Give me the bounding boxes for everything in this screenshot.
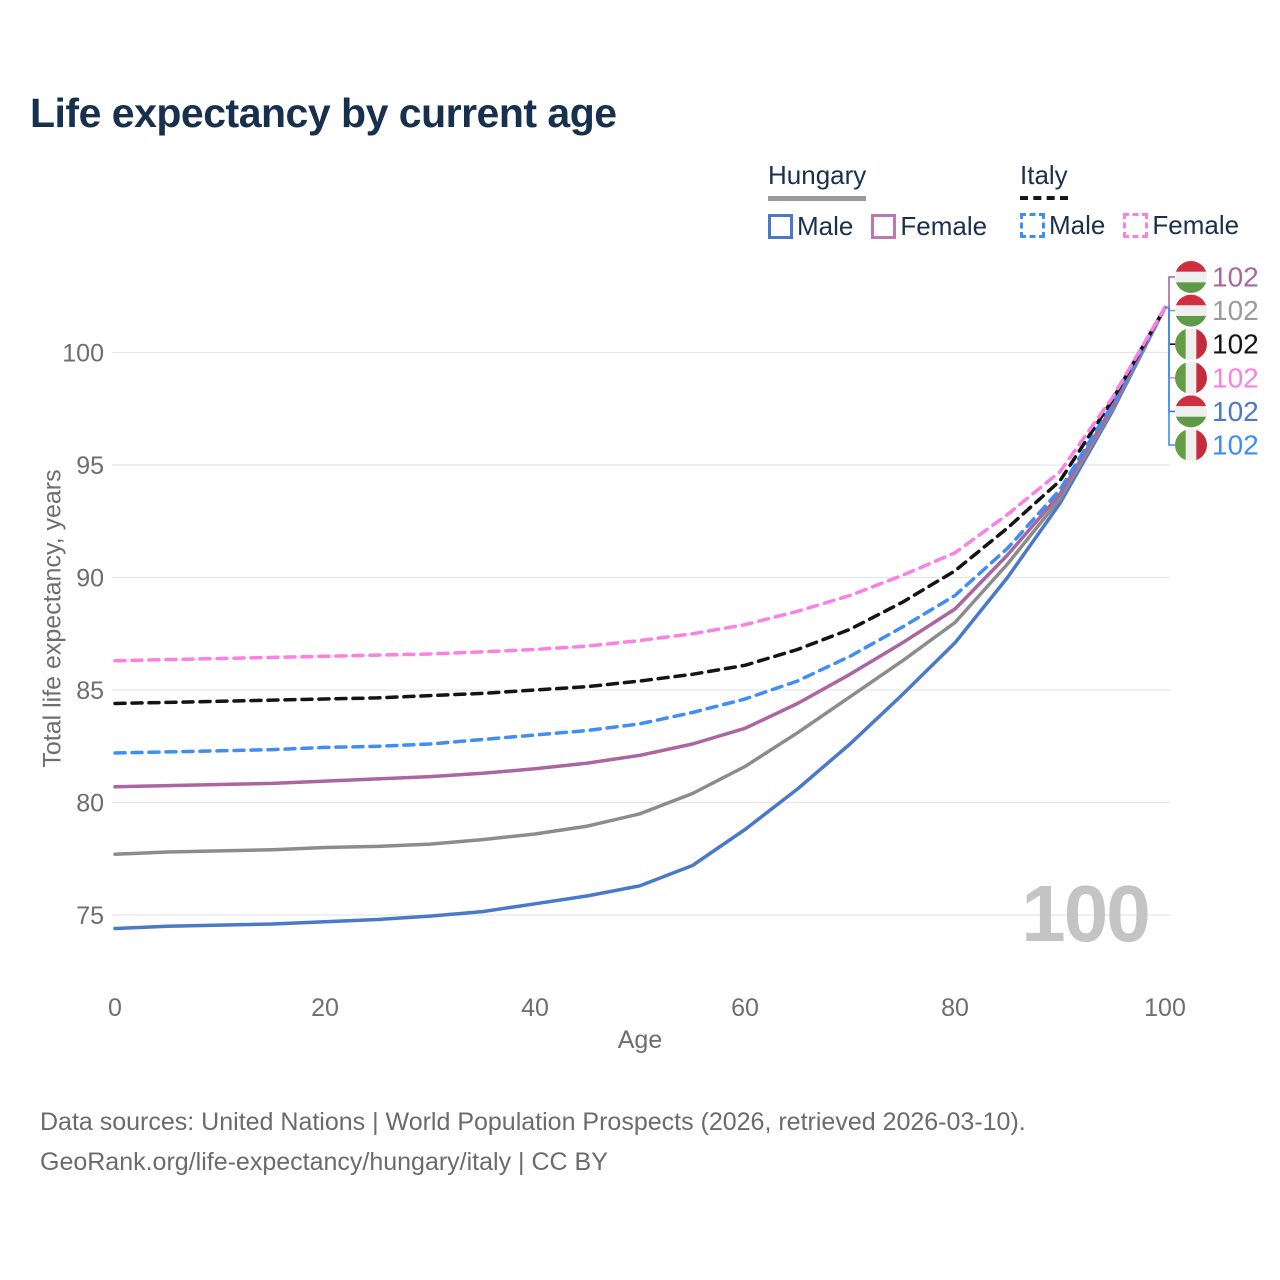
legend-row-italy: Male Female (1020, 210, 1239, 241)
legend-header-italy: Italy (1020, 160, 1068, 200)
y-tick-75: 75 (76, 902, 104, 930)
italy-female-swatch-icon (1123, 213, 1149, 238)
italy-flag-icon (1175, 328, 1207, 361)
x-tick-60: 60 (731, 994, 759, 1022)
line-italy-male (113, 305, 1167, 755)
end-value-label-hungary-male: 102 (1212, 396, 1259, 427)
chart-title: Life expectancy by current age (30, 90, 617, 136)
line-hungary-total (113, 305, 1167, 856)
leader-line-italy-male (1165, 306, 1175, 446)
hungary-flag-icon (1175, 395, 1207, 428)
x-tick-40: 40 (521, 994, 549, 1022)
legend-item-hungary-male[interactable]: Male (768, 211, 853, 242)
x-axis-title: Age (617, 1026, 663, 1054)
legend-row-hungary: Male Female (768, 211, 987, 242)
legend-label-hungary-female: Female (900, 211, 988, 241)
x-tick-0: 0 (108, 994, 122, 1022)
legend-group-italy: Italy Male Female (1020, 160, 1239, 241)
end-value-label-hungary-female: 102 (1212, 262, 1259, 293)
italy-male-swatch-icon (1020, 213, 1045, 238)
line-hungary-female (113, 305, 1167, 789)
italy-flag-icon (1175, 429, 1207, 461)
leader-line-italy-total (1165, 306, 1175, 345)
end-value-label-italy-total: 102 (1212, 329, 1259, 360)
legend-group-hungary: Hungary Male Female (768, 160, 987, 242)
end-value-label-italy-male: 102 (1212, 430, 1259, 461)
legend-item-italy-female[interactable]: Female (1123, 210, 1239, 241)
italy-flag-icon (1175, 361, 1207, 394)
y-tick-95: 95 (76, 452, 104, 480)
current-age-watermark: 100 (1021, 869, 1150, 958)
line-hungary-male (113, 305, 1167, 931)
y-tick-90: 90 (76, 565, 104, 593)
x-tick-100: 100 (1144, 994, 1186, 1022)
y-tick-85: 85 (76, 677, 104, 705)
legend-label-italy-female: Female (1152, 210, 1240, 240)
legend-header-hungary: Hungary (768, 160, 867, 201)
footer-attribution: GeoRank.org/life-expectancy/hungary/ital… (40, 1148, 608, 1176)
legend-item-italy-male[interactable]: Male (1020, 210, 1105, 241)
hungary-flag-icon (1175, 261, 1207, 293)
hungary-female-swatch-icon (871, 214, 897, 239)
y-tick-100: 100 (62, 340, 104, 368)
y-tick-80: 80 (76, 790, 104, 818)
leader-line-italy-female (1165, 306, 1175, 379)
line-italy-total (113, 305, 1167, 706)
leader-line-hungary-female (1165, 276, 1175, 309)
x-tick-20: 20 (311, 994, 339, 1022)
line-italy-female (113, 305, 1167, 663)
legend-item-hungary-female[interactable]: Female (871, 211, 987, 242)
y-axis-title: Total life expectancy, years (38, 469, 67, 768)
hungary-flag-icon (1175, 294, 1207, 327)
legend-label-italy-male: Male (1049, 210, 1106, 240)
hungary-male-swatch-icon (768, 214, 793, 239)
legend-label-hungary-male: Male (797, 211, 854, 241)
x-tick-80: 80 (941, 994, 969, 1022)
leader-line-hungary-male (1165, 306, 1175, 413)
end-value-label-italy-female: 102 (1212, 362, 1259, 393)
end-value-label-hungary-total: 102 (1212, 295, 1259, 326)
footer-data-sources: Data sources: United Nations | World Pop… (40, 1108, 1026, 1136)
